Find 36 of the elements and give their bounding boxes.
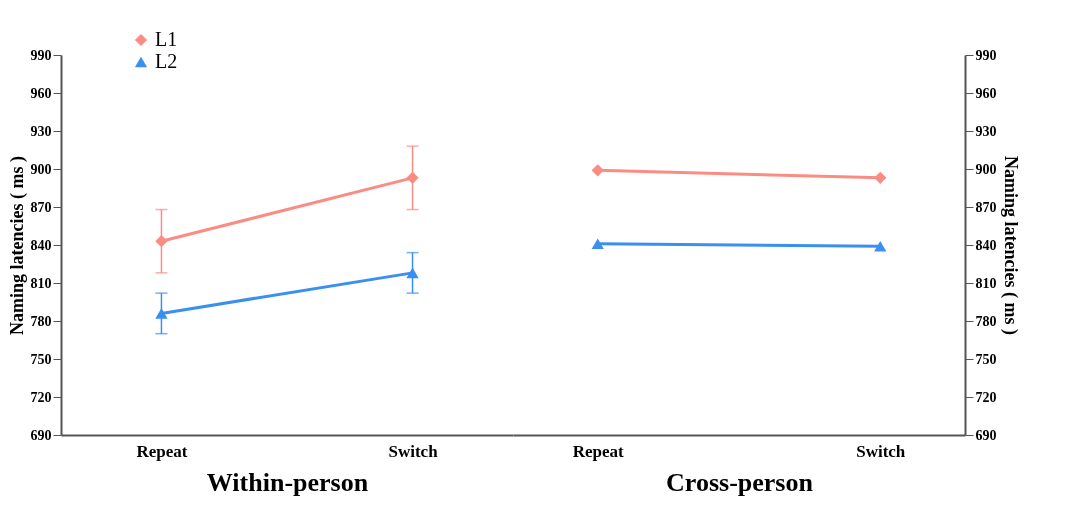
x-tick-label: Switch (388, 441, 439, 461)
x-axis-title: Cross-person (666, 467, 814, 497)
point (406, 171, 419, 184)
x-axis-title: Within-person (206, 467, 369, 497)
y-tick-label: 720 (30, 389, 52, 405)
point (155, 235, 168, 248)
legend-label: L1 (155, 28, 178, 50)
y2-tick-label: 780 (975, 313, 997, 329)
legend-label: L2 (155, 50, 178, 72)
y2-tick-label: 810 (975, 275, 997, 291)
y2-tick-label: 990 (975, 47, 997, 63)
x-tick-label: Repeat (572, 441, 625, 461)
y-tick-label: 930 (30, 123, 52, 139)
y-tick-label: 870 (30, 199, 52, 215)
y-axis-title: Naming latencies ( ms ) (6, 156, 28, 335)
point (591, 164, 604, 177)
y-tick-label: 900 (30, 161, 52, 177)
y2-tick-label: 690 (975, 427, 997, 443)
y-tick-label: 780 (30, 313, 52, 329)
point (874, 171, 887, 184)
y2-tick-label: 870 (975, 199, 997, 215)
y-tick-label: 810 (30, 275, 52, 291)
y2-axis-title: Naming latencies ( ms ) (999, 156, 1021, 335)
y-tick-label: 840 (30, 237, 52, 253)
y2-tick-label: 720 (975, 389, 997, 405)
y-tick-label: 690 (30, 427, 52, 443)
y-tick-label: 750 (30, 351, 52, 367)
y-tick-label: 960 (30, 85, 52, 101)
y2-tick-label: 900 (975, 161, 997, 177)
y2-tick-label: 750 (975, 351, 997, 367)
y-tick-label: 990 (30, 47, 52, 63)
x-tick-label: Repeat (136, 441, 188, 461)
y2-tick-label: 930 (975, 123, 997, 139)
y2-tick-label: 840 (975, 237, 997, 253)
x-tick-label: Switch (856, 441, 906, 461)
y2-tick-label: 960 (975, 85, 997, 101)
